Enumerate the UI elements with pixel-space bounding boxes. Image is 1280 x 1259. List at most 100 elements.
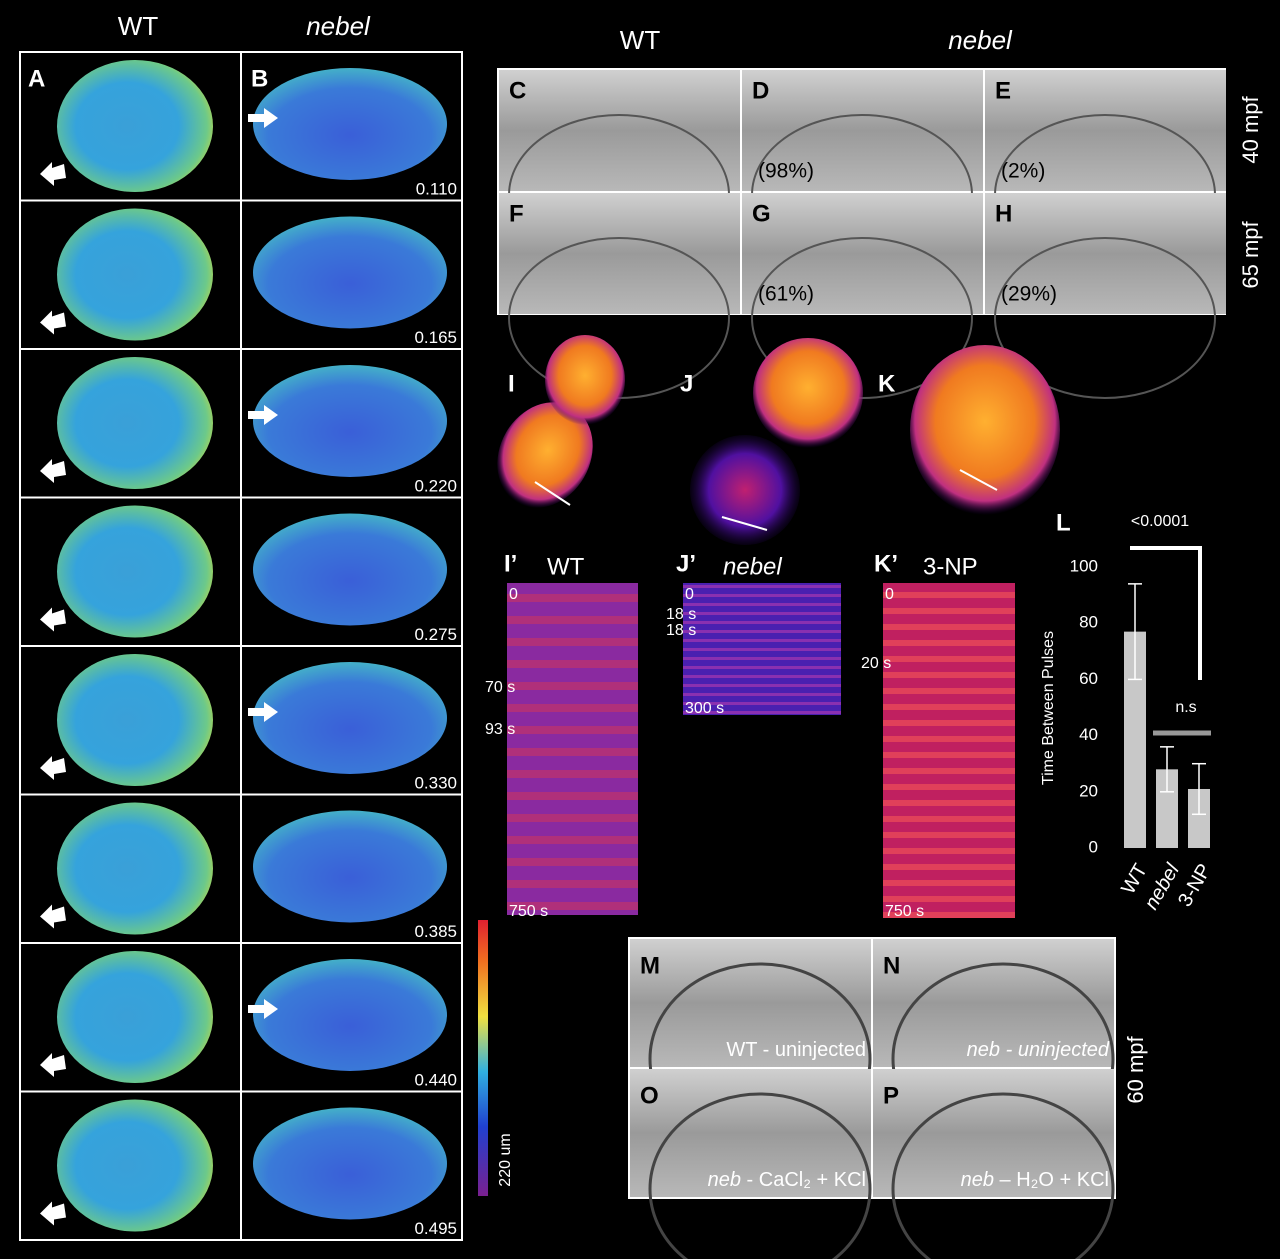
row-label: 60 mpf	[1123, 1035, 1148, 1103]
panel-label: B	[251, 65, 268, 92]
embryo-image	[57, 208, 213, 341]
kymograph	[507, 583, 638, 915]
caption: neb - CaCl₂ + KCl	[708, 1169, 866, 1191]
bar	[1156, 769, 1178, 848]
kymo-title: nebel	[723, 553, 782, 580]
time-label: 0	[685, 586, 694, 603]
annotation: n.s	[1175, 699, 1196, 716]
embryo-image	[753, 338, 863, 448]
value-label: 0.330	[414, 773, 457, 792]
arrow	[40, 1053, 66, 1077]
caption: neb - uninjected	[967, 1039, 1110, 1061]
panel-label: O	[640, 1082, 659, 1109]
y-axis-label: Time Between Pulses	[1040, 631, 1057, 785]
embryo-image	[253, 68, 447, 180]
time-label: 18 s	[666, 606, 696, 623]
arrow	[248, 108, 278, 128]
embryo-image	[253, 1107, 447, 1220]
kymo-title: 3-NP	[923, 553, 978, 580]
time-label: 93 s	[485, 721, 515, 738]
micrograph	[985, 70, 1226, 191]
micrograph	[742, 193, 983, 314]
panel-note: (2%)	[1001, 160, 1045, 183]
embryo-image	[253, 810, 447, 923]
micrograph	[499, 70, 740, 191]
caption-text: neb - uninjected	[967, 1039, 1110, 1061]
panel-label: J’	[676, 550, 696, 577]
embryo-outline	[648, 1092, 872, 1259]
panel-label: I’	[504, 550, 517, 577]
y-tick-label: 20	[1079, 781, 1098, 800]
caption-text: – H₂O + KCl	[994, 1169, 1109, 1191]
arrow	[40, 1201, 66, 1226]
value-label: 0.220	[414, 476, 457, 495]
caption: neb – H₂O + KCl	[961, 1169, 1109, 1191]
embryo-image	[545, 335, 625, 425]
embryo-image	[253, 959, 447, 1071]
arrow	[248, 702, 278, 722]
y-tick-label: 60	[1079, 669, 1098, 688]
time-label: 750 s	[509, 903, 548, 920]
caption-prefix: neb	[961, 1169, 994, 1191]
time-label: 0	[885, 586, 894, 603]
panel-label: K’	[874, 550, 898, 577]
row-label: 65 mpf	[1238, 220, 1263, 288]
panel-label: N	[883, 952, 900, 979]
column-header: WT	[118, 11, 159, 41]
column-header: WT	[620, 25, 661, 55]
panel-label: D	[752, 77, 769, 104]
bar	[1188, 788, 1210, 848]
kymograph	[683, 583, 841, 715]
panel-label: K	[878, 370, 896, 397]
embryo-image	[57, 60, 213, 192]
time-label: 750 s	[885, 903, 924, 920]
bar	[1124, 631, 1146, 848]
caption: WT - uninjected	[726, 1039, 866, 1061]
kymograph	[883, 583, 1015, 918]
arrow	[40, 310, 66, 335]
embryo-image	[690, 435, 800, 545]
panel-label: H	[995, 200, 1012, 227]
value-label: 0.110	[416, 179, 457, 198]
scan-line	[721, 516, 768, 531]
embryo-image	[253, 365, 447, 477]
arrow	[248, 405, 278, 425]
embryo-image	[910, 345, 1060, 515]
embryo-image	[253, 513, 447, 626]
panel-label: M	[640, 952, 660, 979]
panel-label: P	[883, 1082, 899, 1109]
y-tick-label: 40	[1079, 725, 1098, 744]
value-label: 0.385	[414, 922, 457, 941]
significance-bracket	[1130, 546, 1202, 680]
chart-title: L	[1056, 509, 1071, 536]
x-tick-label: nebel	[1140, 860, 1184, 914]
embryo-image	[57, 951, 213, 1083]
embryo-image	[57, 505, 213, 638]
time-label: 70 s	[485, 679, 515, 696]
embryo-image	[57, 357, 213, 489]
caption-prefix: neb	[708, 1169, 741, 1191]
color-bar	[478, 920, 488, 1196]
scale-label: 220 um	[497, 1133, 514, 1186]
panel-label: G	[752, 200, 771, 227]
value-label: 0.440	[414, 1070, 457, 1089]
x-tick-label: 3-NP	[1174, 860, 1216, 910]
time-label: 18 s	[666, 622, 696, 639]
panel-note: (98%)	[758, 160, 814, 183]
scan-line	[959, 469, 998, 491]
embryo-image	[497, 402, 593, 508]
micrograph	[742, 70, 983, 191]
embryo-image	[57, 1099, 213, 1232]
micrograph	[985, 193, 1226, 314]
time-label: 0	[509, 586, 518, 603]
panel-label: C	[509, 77, 526, 104]
micrograph	[499, 193, 740, 314]
time-label: 20 s	[861, 655, 891, 672]
arrow	[40, 162, 66, 186]
embryo-outline	[891, 1092, 1115, 1259]
embryo-image	[57, 654, 213, 786]
value-label: 0.165	[414, 328, 457, 347]
value-label: 0.495	[414, 1219, 457, 1238]
arrow	[40, 756, 66, 780]
